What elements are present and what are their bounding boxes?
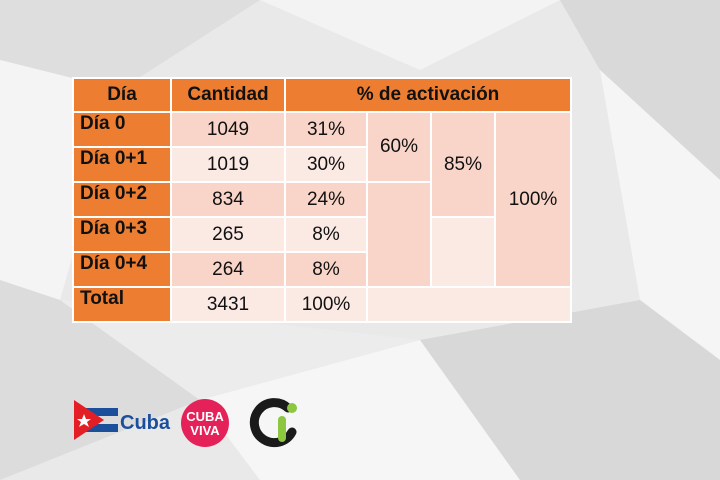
cuba-viva-logo: CUBA VIVA [181,399,229,447]
pct-cell: 8% [284,251,368,288]
row-label: Día 0+4 [72,251,172,288]
table-row: Día 0+2 834 24% [72,181,571,288]
row-label: Día 0+2 [72,181,172,218]
cantidad-cell: 265 [170,216,286,253]
total-label: Total [72,286,172,323]
cuba-viva-text-bottom: VIVA [190,423,220,438]
cuba-logo: Cuba [74,400,174,444]
header-row: Día Cantidad % de activación [72,77,572,113]
cantidad-cell: 1049 [170,111,286,148]
row-label: Día 0 [72,111,172,148]
group-cell-empty [366,181,432,288]
cantidad-cell: 1019 [170,146,286,183]
table-row: Día 0+3 265 8% [72,216,571,288]
header-cantidad: Cantidad [170,77,286,113]
cuba-viva-text-top: CUBA [186,409,224,424]
header-dia: Día [72,77,172,113]
cuba-flag-icon [74,400,118,440]
header-activacion: % de activación [284,77,572,113]
row-label: Día 0+1 [72,146,172,183]
row-label: Día 0+3 [72,216,172,253]
total-empty [366,286,572,323]
cantidad-cell: 264 [170,251,286,288]
cumulative-three-days: 85% [430,111,496,218]
cuba-logo-text: Cuba [120,412,170,434]
pct-cell: 30% [284,146,368,183]
cumulative-five-days: 100% [494,111,572,288]
table-row: Día 0 1049 31% 60% 85% 100% [72,111,572,288]
pct-cell: 8% [284,216,368,253]
total-row: Total 3431 100% [72,286,572,323]
table-row: Día 0+4 264 8% [72,251,571,288]
c-brand-logo-icon [249,398,297,448]
logos-footer: Cuba CUBA VIVA [72,398,312,448]
pct-cell: 24% [284,181,368,218]
cumulative-two-days: 60% [366,111,432,183]
total-cantidad: 3431 [170,286,286,323]
pct-cell: 31% [284,111,368,148]
total-pct: 100% [284,286,368,323]
group-cell-empty [430,216,496,288]
cantidad-cell: 834 [170,181,286,218]
table-row: Día 0+1 1019 30% [72,146,571,183]
activation-table: Día Cantidad % de activación Día 0 1049 … [72,77,572,323]
